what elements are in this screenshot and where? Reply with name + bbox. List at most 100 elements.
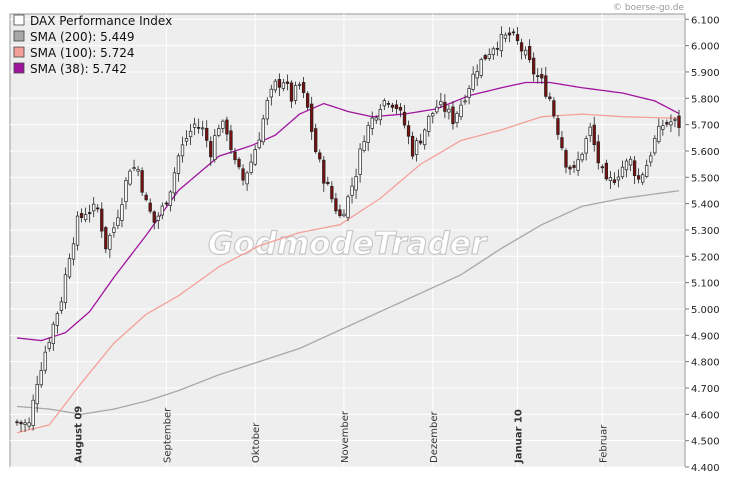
x-tick-label: August 09	[74, 406, 85, 463]
candle-down	[314, 128, 318, 152]
candle-down	[519, 42, 524, 52]
candle-down	[144, 194, 148, 201]
candle-up	[128, 170, 132, 185]
candle-down	[96, 207, 100, 210]
source-label: © boerse-go.de	[613, 3, 684, 13]
candle-up	[245, 172, 249, 185]
candle-down	[600, 166, 604, 169]
candle-up	[475, 71, 479, 79]
candle-up	[92, 203, 96, 212]
y-tick-label: 6.000	[691, 42, 720, 53]
candle-up	[47, 341, 51, 349]
candle-down	[511, 31, 516, 34]
x-tick-label: Oktober	[251, 422, 262, 463]
candle-down	[507, 32, 512, 36]
candle-up	[350, 185, 354, 196]
candle-up	[463, 100, 467, 103]
y-tick-label: 5.300	[691, 226, 720, 237]
candle-down	[560, 137, 564, 149]
candle-down	[394, 104, 399, 110]
candle-up	[261, 118, 265, 143]
candle-up	[669, 121, 673, 126]
candle-up	[641, 174, 645, 183]
candle-up	[423, 129, 427, 146]
y-tick-label: 4.800	[691, 358, 720, 369]
candle-up	[503, 34, 508, 39]
candle-down	[612, 179, 617, 183]
y-tick-label: 5.400	[691, 200, 720, 211]
candle-down	[338, 209, 342, 217]
y-tick-label: 5.100	[691, 279, 720, 290]
candle-down	[322, 159, 326, 184]
candle-up	[616, 176, 621, 181]
candle-up	[645, 165, 649, 177]
candle-down	[277, 79, 282, 88]
candle-up	[673, 119, 677, 121]
candle-down	[483, 55, 487, 60]
candles	[15, 26, 681, 432]
candle-up	[487, 54, 491, 59]
candle-down	[386, 103, 391, 105]
candle-up	[479, 59, 483, 76]
candle-down	[552, 100, 556, 117]
candle-up	[213, 135, 217, 160]
candle-up	[83, 214, 88, 221]
candle-down	[233, 151, 237, 161]
candle-down	[152, 211, 156, 223]
candle-up	[172, 172, 177, 194]
candle-down	[19, 421, 23, 425]
candle-up	[75, 215, 80, 246]
legend: DAX Performance Index SMA (200): 5.449 SMA…	[13, 14, 172, 76]
legend-swatch	[13, 62, 25, 74]
candle-up	[620, 166, 625, 178]
candle-up	[435, 106, 439, 113]
candle-up	[108, 235, 112, 250]
candle-down	[495, 47, 500, 50]
x-tick-label: September	[162, 407, 173, 463]
candle-up	[370, 117, 374, 129]
candle-down	[140, 170, 144, 193]
candle-down	[540, 74, 544, 79]
legend-swatch	[13, 46, 25, 58]
candle-up	[661, 125, 665, 130]
candle-down	[88, 212, 92, 215]
candle-up	[112, 227, 116, 233]
y-tick-label: 4.600	[691, 410, 720, 421]
candle-up	[35, 384, 39, 405]
y-tick-label: 4.400	[691, 463, 720, 474]
x-tick-label: Dezember	[429, 411, 440, 463]
candle-down	[532, 57, 536, 75]
candle-up	[39, 370, 43, 386]
candle-up	[624, 160, 629, 171]
candle-down	[196, 127, 201, 129]
candle-up	[358, 148, 362, 175]
candle-up	[439, 101, 443, 106]
candle-up	[156, 215, 160, 221]
candle-up	[132, 167, 136, 169]
candle-down	[289, 82, 294, 102]
y-tick-label: 5.800	[691, 94, 720, 105]
candle-down	[419, 140, 423, 144]
candle-up	[160, 205, 164, 216]
candle-down	[241, 168, 245, 181]
candle-up	[55, 313, 60, 326]
candle-up	[366, 125, 370, 143]
y-tick-label: 4.500	[691, 437, 720, 448]
candle-up	[628, 158, 633, 166]
candle-down	[398, 106, 403, 111]
y-axis: 6.100 6.000 5.900 5.800 5.700 5.600 5.500 5.400…	[685, 15, 720, 474]
candle-down	[527, 46, 532, 61]
candle-up	[43, 351, 47, 371]
candle-up	[180, 144, 185, 157]
candle-down	[443, 101, 447, 112]
candle-down	[596, 141, 600, 164]
candle-down	[604, 162, 608, 180]
candle-up	[188, 130, 193, 138]
watermark: GodmodeTrader	[208, 226, 488, 262]
candle-up	[281, 82, 286, 89]
candle-up	[221, 120, 225, 129]
candle-up	[657, 125, 661, 142]
y-tick-label: 6.100	[691, 15, 720, 26]
candle-down	[592, 124, 596, 146]
